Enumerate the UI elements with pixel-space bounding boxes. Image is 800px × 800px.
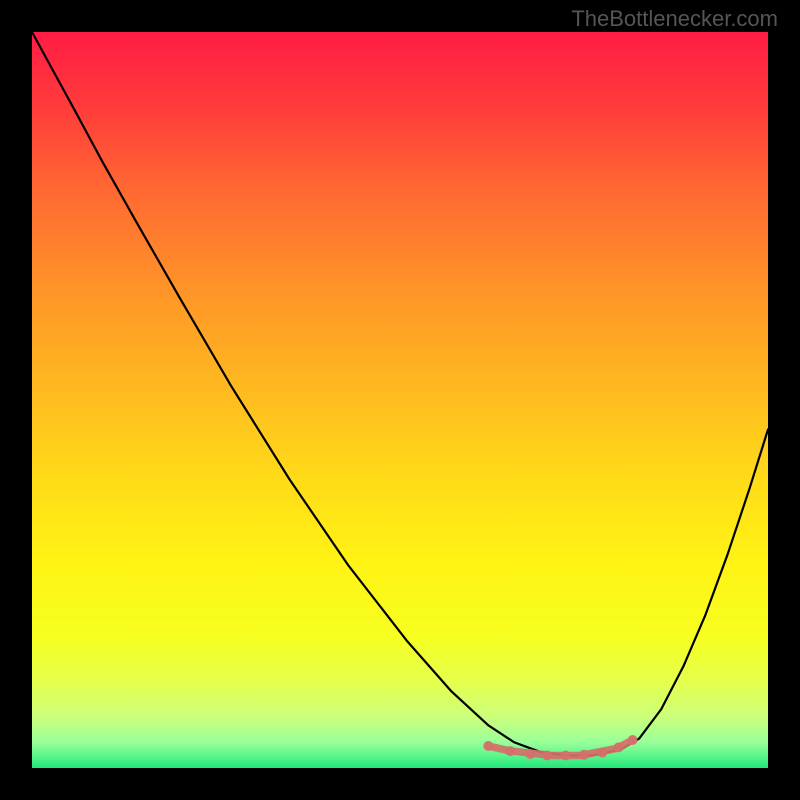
- chart-stage: TheBottlenecker.com: [0, 0, 800, 800]
- watermark-text: TheBottlenecker.com: [571, 6, 778, 32]
- chart-gradient-area: [32, 32, 768, 768]
